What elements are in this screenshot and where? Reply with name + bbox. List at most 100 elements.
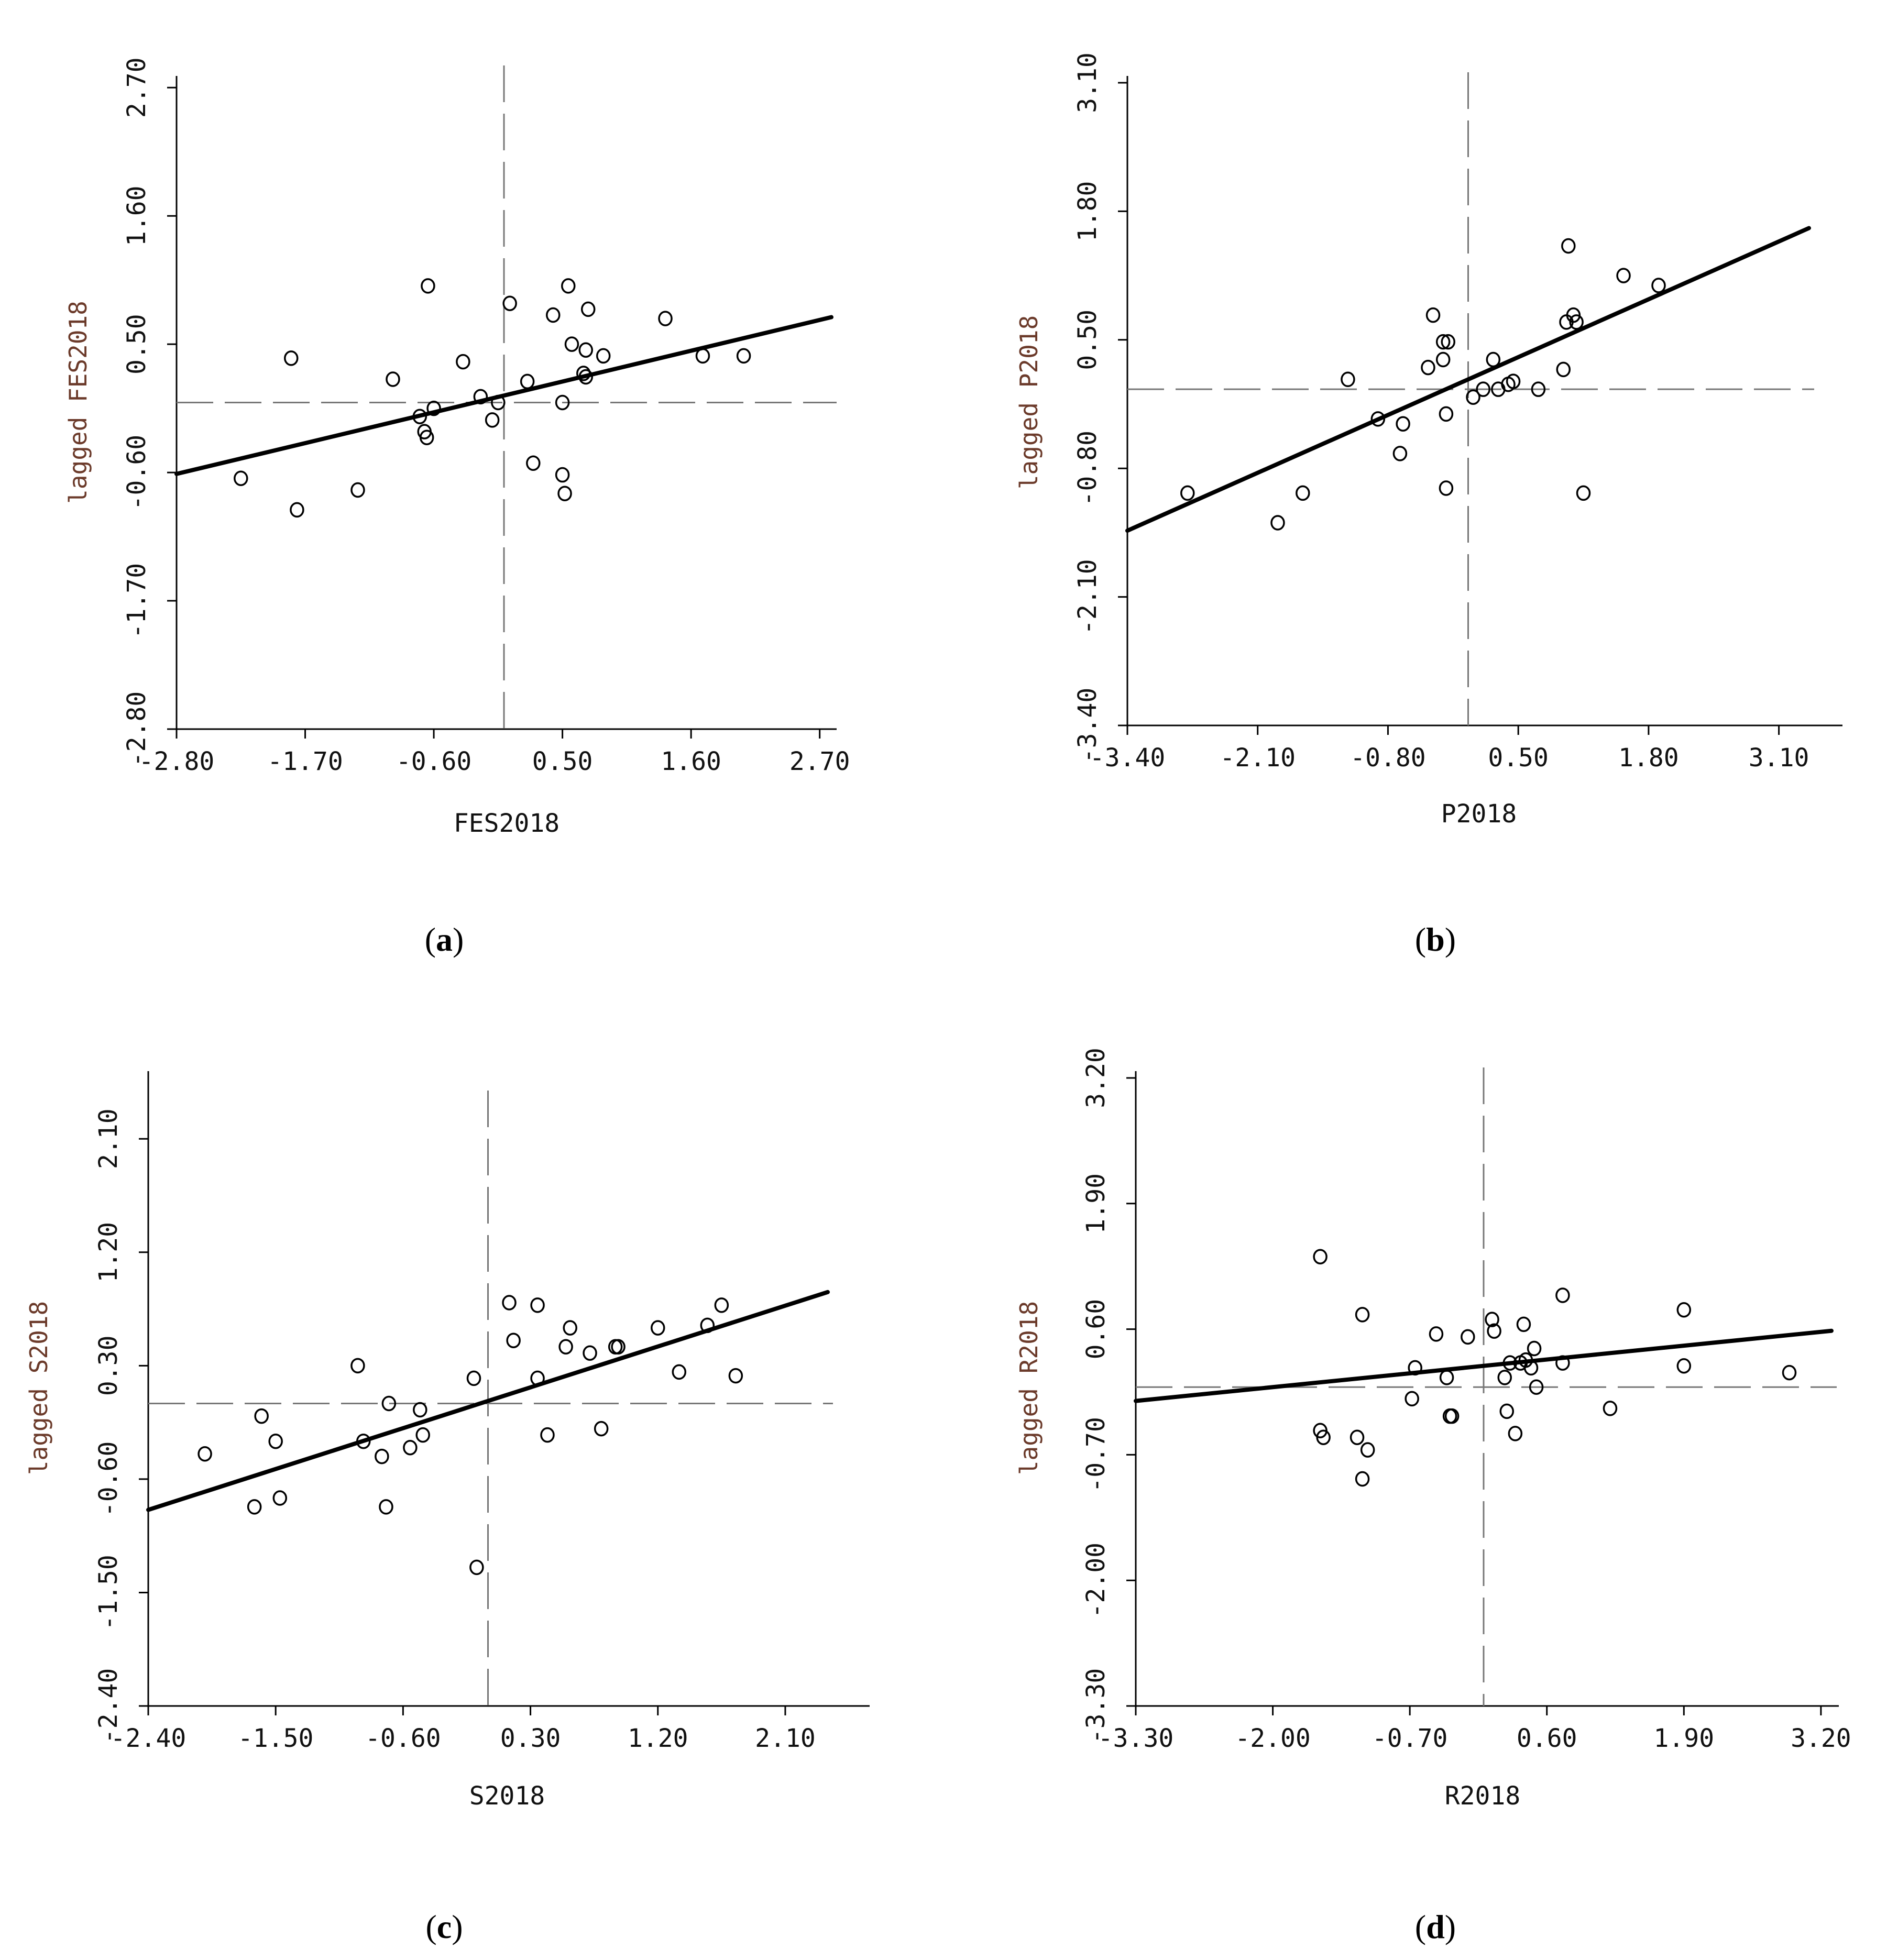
panel-caption-b: (b) xyxy=(1415,921,1456,958)
data-point xyxy=(1555,1287,1570,1303)
x-tick-label: 0.30 xyxy=(500,1724,561,1753)
data-point xyxy=(234,470,248,486)
data-point xyxy=(379,1499,393,1515)
data-point xyxy=(594,1421,609,1437)
data-point xyxy=(1341,371,1355,388)
x-tick-label: -2.40 xyxy=(111,1724,186,1753)
data-point xyxy=(1556,361,1571,378)
panel-caption-c: (c) xyxy=(425,1908,463,1945)
x-tick-label: 0.60 xyxy=(1517,1724,1577,1753)
data-point xyxy=(412,409,427,424)
y-tick-label: 2.70 xyxy=(122,57,151,118)
data-point xyxy=(526,455,541,471)
data-point xyxy=(1603,1401,1618,1416)
data-point xyxy=(1355,1471,1370,1487)
y-tick-label: 1.80 xyxy=(1073,181,1102,242)
data-point xyxy=(1485,1312,1499,1327)
data-point xyxy=(473,389,488,405)
y-tick-label: 0.60 xyxy=(1081,1299,1111,1360)
x-tick-label: 3.10 xyxy=(1749,743,1809,773)
x-tick-label: -2.80 xyxy=(139,747,215,776)
x-tick-label: 2.70 xyxy=(789,747,850,776)
data-point xyxy=(611,1339,626,1355)
y-axis-label: lagged S2018 xyxy=(25,1301,53,1475)
data-point xyxy=(1316,1429,1331,1445)
data-point xyxy=(421,278,435,294)
data-point xyxy=(1429,1326,1444,1342)
data-point xyxy=(1296,485,1310,501)
x-tick-label: -0.60 xyxy=(396,747,472,776)
data-point xyxy=(1527,1340,1542,1357)
data-point xyxy=(1499,1403,1515,1419)
x-tick-label: 1.60 xyxy=(661,747,721,776)
data-point xyxy=(350,1358,365,1374)
data-point xyxy=(356,1433,371,1449)
data-point xyxy=(578,369,593,385)
y-tick-label: -1.50 xyxy=(94,1555,123,1631)
data-point xyxy=(485,412,500,428)
data-point xyxy=(1486,351,1501,368)
x-axis-label: S2018 xyxy=(469,1781,545,1811)
data-point xyxy=(530,1297,545,1313)
data-point xyxy=(728,1368,743,1384)
data-point xyxy=(1497,1370,1512,1385)
data-point xyxy=(700,1317,715,1334)
regression-line xyxy=(174,315,833,476)
data-point xyxy=(426,400,441,416)
data-point xyxy=(1435,334,1451,350)
data-point xyxy=(1439,480,1454,496)
data-point xyxy=(1466,389,1480,405)
y-tick-label: 3.20 xyxy=(1081,1048,1111,1108)
data-point xyxy=(1566,307,1581,323)
data-point xyxy=(1392,446,1408,461)
y-tick-label: 1.60 xyxy=(122,185,151,246)
data-point xyxy=(1782,1364,1797,1381)
x-tick-label: 0.50 xyxy=(532,747,593,776)
data-point xyxy=(558,1339,573,1355)
data-point xyxy=(1370,411,1386,427)
data-point xyxy=(284,350,299,366)
data-point xyxy=(714,1297,729,1313)
y-axis-label: lagged FES2018 xyxy=(64,301,92,504)
x-tick-label: 2.10 xyxy=(755,1724,816,1753)
data-point xyxy=(502,1295,517,1311)
data-point xyxy=(254,1408,269,1424)
y-tick-label: -3.30 xyxy=(1081,1668,1111,1744)
y-tick-label: -0.80 xyxy=(1073,431,1102,506)
data-point xyxy=(350,482,365,498)
data-point xyxy=(1350,1429,1365,1445)
data-point xyxy=(247,1499,262,1515)
data-point xyxy=(469,1559,484,1576)
data-point xyxy=(1360,1442,1375,1458)
data-point xyxy=(1355,1307,1370,1323)
data-point xyxy=(506,1333,521,1348)
x-tick-label: 3.20 xyxy=(1791,1724,1851,1753)
data-point xyxy=(596,348,611,364)
x-axis-label: R2018 xyxy=(1445,1781,1521,1811)
x-axis-label: FES2018 xyxy=(454,809,559,838)
data-point xyxy=(375,1448,389,1465)
data-point xyxy=(540,1427,555,1443)
data-point xyxy=(502,295,517,311)
x-tick-label: -0.60 xyxy=(365,1724,441,1753)
x-tick-label: -2.10 xyxy=(1220,743,1296,773)
data-point xyxy=(290,502,304,518)
y-tick-label: 0.50 xyxy=(122,314,151,375)
data-point xyxy=(520,373,535,390)
x-tick-label: -0.70 xyxy=(1372,1724,1448,1753)
data-point xyxy=(555,467,570,483)
data-point xyxy=(1441,334,1455,350)
data-point xyxy=(491,394,506,411)
data-point xyxy=(1396,416,1410,432)
y-tick-label: -3.40 xyxy=(1073,688,1102,764)
regression-line xyxy=(1134,1328,1834,1403)
data-point xyxy=(1676,1302,1692,1318)
data-point xyxy=(456,354,470,370)
data-point xyxy=(1421,359,1435,376)
data-point xyxy=(658,311,673,326)
data-point xyxy=(1444,1408,1460,1424)
data-point xyxy=(1506,373,1521,389)
scatter-panel-b: P2018 lagged P2018 -3.40 -2.10 -0.80 0.50 1.… xyxy=(1015,52,1842,958)
data-point xyxy=(1651,278,1666,293)
